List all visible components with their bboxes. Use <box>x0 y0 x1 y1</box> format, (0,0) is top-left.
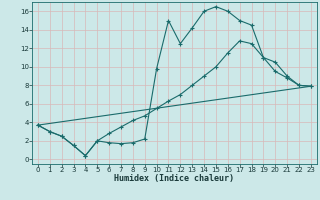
X-axis label: Humidex (Indice chaleur): Humidex (Indice chaleur) <box>115 174 234 183</box>
